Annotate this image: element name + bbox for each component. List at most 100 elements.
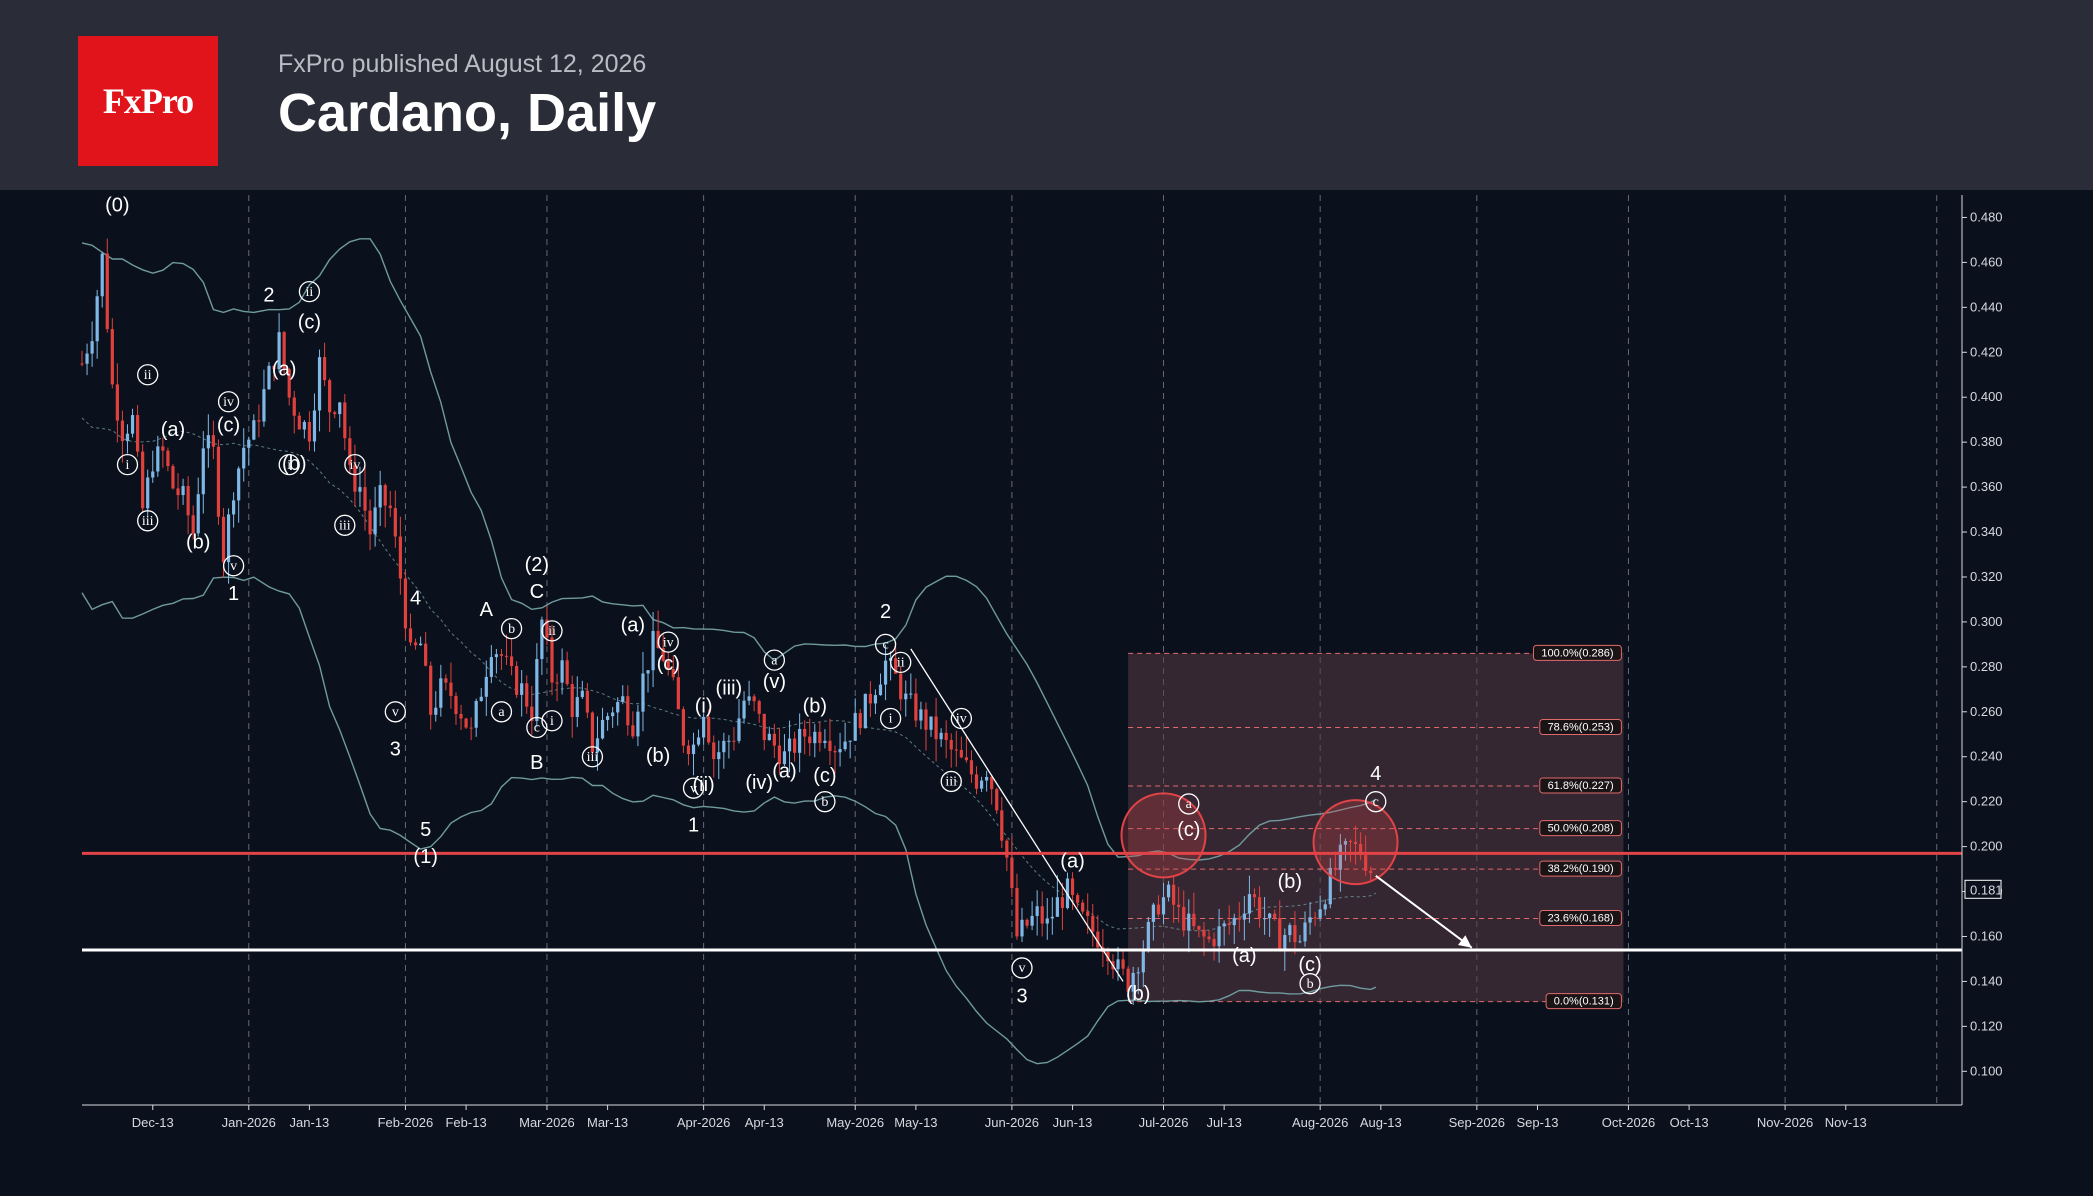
candle-body <box>439 678 443 708</box>
candle-body <box>146 477 150 509</box>
time-tick-label: Jan-2026 <box>222 1115 276 1130</box>
candle-body <box>858 713 862 729</box>
candle-body <box>206 435 210 449</box>
candle-body <box>444 678 448 683</box>
wave-label-circle <box>541 620 563 642</box>
price-tick-label: 0.420 <box>1970 344 2003 359</box>
wave-label-circle <box>874 633 897 656</box>
candle-body <box>954 749 958 751</box>
candle-body <box>408 628 413 643</box>
wave-label: ii <box>897 656 905 671</box>
time-tick-label: Nov-2026 <box>1757 1115 1813 1130</box>
highlight-circle <box>1312 799 1399 886</box>
wave-label: (b) <box>646 745 670 767</box>
price-tick-label: 0.140 <box>1970 973 2003 988</box>
candle-body <box>1283 935 1287 950</box>
fxpro-logo: FxPro <box>78 36 218 166</box>
candle-body <box>616 702 620 713</box>
candle-body <box>398 536 402 579</box>
candle-body <box>469 727 473 729</box>
candle-body <box>545 619 549 638</box>
fib-level-label: 23.6%(0.168) <box>1548 912 1614 924</box>
candle-body <box>661 648 665 661</box>
candle-body <box>722 740 726 753</box>
wave-label-circle <box>344 453 366 476</box>
candle-body <box>1303 922 1307 942</box>
wave-label: ii <box>144 368 152 383</box>
candle-body <box>1005 840 1009 858</box>
candle-body <box>1030 915 1034 926</box>
candle-body <box>1035 906 1039 916</box>
candle-body <box>676 677 680 710</box>
candle-body <box>974 774 979 789</box>
wave-label-circle <box>384 701 406 723</box>
wave-label: c <box>882 638 888 653</box>
candle-body <box>1187 913 1191 931</box>
candle-body <box>348 438 352 465</box>
candle-body <box>333 412 337 415</box>
candle-body <box>196 494 200 534</box>
wave-label: 3 <box>1016 985 1027 1007</box>
wave-label-circle <box>137 364 159 386</box>
candle-body <box>914 693 918 721</box>
candle-body <box>646 670 650 674</box>
wave-label-circle <box>879 707 902 730</box>
candle-body <box>530 706 534 721</box>
candle-body <box>894 658 898 674</box>
current-price-label: 0.181 <box>1970 882 2003 897</box>
wave-label: (a) <box>161 419 185 441</box>
candle-body <box>535 659 539 721</box>
wave-label-circle <box>581 746 604 768</box>
candle-body <box>696 737 701 745</box>
wave-label: (b) <box>1278 871 1302 893</box>
candle-body <box>590 712 595 753</box>
candle-body <box>242 447 246 469</box>
candle-body <box>550 637 554 683</box>
candle-body <box>80 363 84 365</box>
candle-body <box>252 420 256 440</box>
wave-label: (c) <box>298 311 321 333</box>
wave-label: (b) <box>282 453 306 475</box>
candle-body <box>262 389 266 422</box>
wave-label: (a) <box>621 615 645 637</box>
candle-body <box>681 709 685 746</box>
wave-label-circle <box>217 391 240 413</box>
wave-label-circle <box>334 514 356 536</box>
candle-body <box>560 660 564 683</box>
logo-text: FxPro <box>102 81 194 121</box>
candle-body <box>413 642 418 646</box>
candle-body <box>1172 884 1176 905</box>
candle-body <box>671 668 675 678</box>
candle-body <box>1273 913 1277 919</box>
fib-level-label: 38.2%(0.190) <box>1548 863 1614 875</box>
candle-body <box>419 643 423 646</box>
fib-level-label: 50.0%(0.208) <box>1548 823 1614 835</box>
candle-body <box>1348 841 1353 843</box>
candle-body <box>985 776 989 781</box>
candle-body <box>1050 916 1054 919</box>
time-tick-label: Apr-2026 <box>677 1115 730 1130</box>
candle-body <box>171 466 175 489</box>
candle-body <box>454 696 458 714</box>
candle-body <box>808 736 812 744</box>
price-tick-label: 0.360 <box>1970 479 2003 494</box>
wave-label-circle <box>1365 791 1387 813</box>
candle-body <box>257 420 261 422</box>
wave-label: 1 <box>228 583 239 605</box>
candle-body <box>307 421 312 442</box>
candle-body <box>499 654 504 656</box>
candle-body <box>1116 959 1120 970</box>
time-tick-label: Jun-2026 <box>985 1115 1039 1130</box>
time-tick-label: May-13 <box>894 1115 937 1130</box>
wave-label: (a) <box>1232 945 1256 967</box>
candle-body <box>1000 810 1004 841</box>
candle-body <box>373 507 377 535</box>
wave-label: 3 <box>390 738 401 760</box>
wave-label: (v) <box>763 671 786 693</box>
price-tick-label: 0.480 <box>1970 209 2003 224</box>
highlight-circle <box>1120 792 1207 879</box>
candle-body <box>85 353 89 364</box>
candle-body <box>459 713 463 719</box>
candle-body <box>1151 904 1155 922</box>
candle-body <box>691 744 696 755</box>
